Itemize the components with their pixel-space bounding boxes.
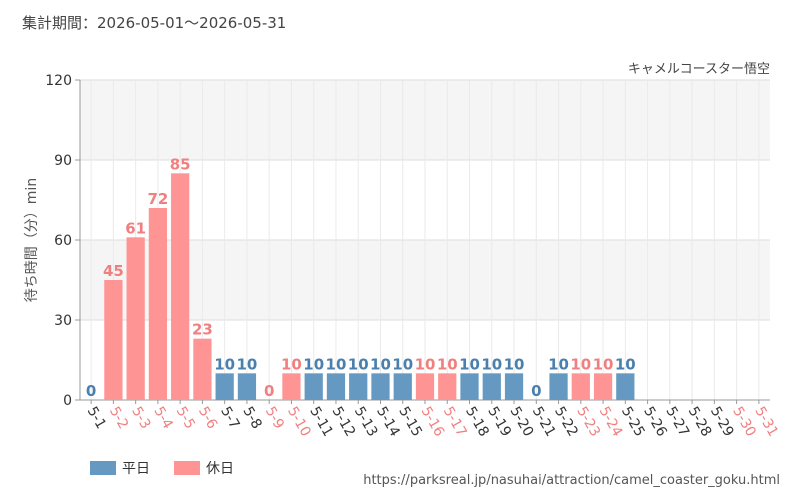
bar-5-12 (326, 373, 346, 400)
x-tick-label-5-1: 5-1 (84, 404, 109, 432)
value-label-5-19: 10 (481, 355, 502, 373)
bar-5-4 (148, 208, 168, 400)
value-label-5-8: 10 (236, 355, 257, 373)
value-label-5-1: 0 (86, 382, 96, 400)
bar-5-5 (171, 173, 190, 400)
value-label-5-20: 10 (504, 355, 525, 373)
value-label-5-9: 0 (264, 382, 274, 400)
bar-5-17 (438, 373, 457, 400)
bar-5-15 (393, 373, 412, 400)
x-tick-label-5-7: 5-7 (217, 404, 242, 432)
x-tick-label-5-3: 5-3 (128, 404, 153, 432)
value-label-5-25: 10 (615, 355, 636, 373)
bar-5-19 (482, 373, 501, 400)
value-label-5-2: 45 (103, 262, 124, 280)
value-label-5-13: 10 (348, 355, 369, 373)
bar-5-11 (304, 373, 323, 400)
bar-5-18 (460, 373, 479, 400)
value-label-5-17: 10 (437, 355, 458, 373)
y-tick-label: 90 (54, 153, 72, 169)
period-label: 集計期間：2026-05-01～2026-05-31 (22, 14, 287, 32)
value-label-5-11: 10 (303, 355, 324, 373)
y-tick-label: 60 (54, 233, 72, 249)
x-tick-label-5-5: 5-5 (173, 404, 198, 432)
bar-5-3 (126, 237, 145, 400)
bar-5-16 (415, 373, 435, 400)
bar-5-23 (571, 373, 590, 400)
legend-item-weekday: 平日 (90, 458, 150, 478)
bar-5-22 (549, 373, 568, 400)
legend: 平日 休日 (90, 458, 234, 478)
x-tick-label-5-4: 5-4 (150, 404, 175, 432)
bar-5-8 (237, 373, 257, 400)
bar-5-2 (104, 280, 123, 400)
value-label-5-10: 10 (281, 355, 302, 373)
x-tick-label-5-31: 5-31 (751, 404, 781, 440)
value-label-5-18: 10 (459, 355, 480, 373)
bar-5-24 (593, 373, 613, 400)
legend-swatch-weekday (90, 461, 116, 475)
bar-5-20 (504, 373, 524, 400)
value-label-5-21: 0 (531, 382, 541, 400)
y-tick-label: 30 (54, 313, 72, 329)
x-tick-label-5-6: 5-6 (195, 404, 220, 432)
bar-5-13 (349, 373, 368, 400)
y-tick-label: 120 (45, 73, 72, 89)
bar-5-14 (371, 373, 390, 400)
x-tick-label-5-2: 5-2 (106, 404, 131, 432)
value-label-5-24: 10 (593, 355, 614, 373)
y-axis-title: 待ち時間（分）min (24, 178, 40, 302)
y-tick-label: 0 (63, 393, 72, 409)
series-title: キャメルコースター悟空 (628, 62, 770, 77)
legend-label-weekday: 平日 (122, 461, 150, 477)
legend-swatch-holiday (174, 461, 200, 475)
value-label-5-3: 61 (125, 219, 146, 237)
source-url: https://parksreal.jp/nasuhai/attraction/… (363, 473, 780, 488)
bar-5-7 (215, 373, 234, 400)
value-label-5-12: 10 (326, 355, 347, 373)
value-label-5-7: 10 (214, 355, 235, 373)
value-label-5-22: 10 (548, 355, 569, 373)
legend-item-holiday: 休日 (174, 458, 234, 478)
bar-5-6 (193, 338, 212, 400)
value-label-5-15: 10 (392, 355, 413, 373)
bar-5-10 (282, 373, 301, 400)
value-label-5-6: 23 (192, 321, 213, 339)
legend-label-holiday: 休日 (206, 461, 234, 477)
x-tick-label-5-8: 5-8 (239, 404, 264, 432)
x-tick-label-5-9: 5-9 (262, 404, 287, 432)
value-label-5-4: 72 (147, 190, 168, 208)
bar-5-25 (616, 373, 635, 400)
value-label-5-14: 10 (370, 355, 391, 373)
value-label-5-5: 85 (170, 155, 191, 173)
value-label-5-23: 10 (570, 355, 591, 373)
value-label-5-16: 10 (415, 355, 436, 373)
